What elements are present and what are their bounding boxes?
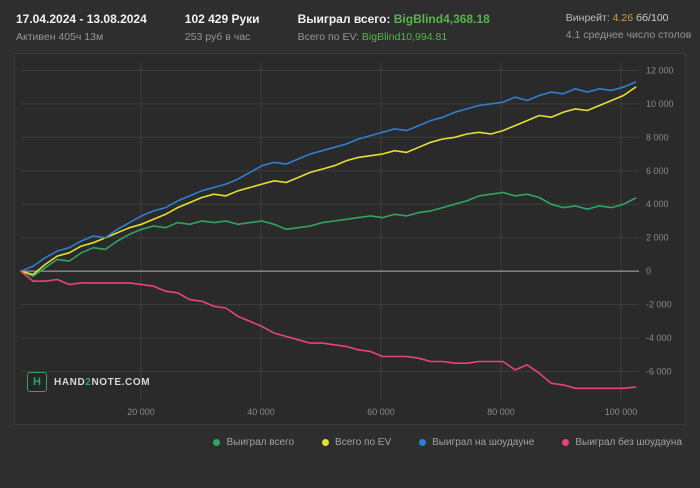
stat-group-winnings: Выиграл всего: BigBlind4,368.18 Всего по… [298,12,490,43]
legend-dot-icon [322,439,330,446]
winrate-value: 4.26 [612,12,634,24]
stat-group-hands: 102 429 Руки 253 руб в час [185,12,260,43]
legend-label: Выиграл без шоудауна [575,437,682,448]
series-line [20,86,637,276]
series-line [20,81,637,272]
y-axis-tick-label: 6 000 [646,166,669,176]
x-axis-tick-label: 80 000 [487,407,515,417]
hand2note-logo: H HAND2NOTE.COM [27,372,150,392]
legend-label: Выиграл на шоудауне [432,437,535,448]
logo-text-part1: HAND [54,376,86,388]
winrate-label: Винрейт: [565,12,610,24]
legend-dot-icon [213,439,221,446]
x-axis-tick-label: 20 000 [127,407,155,417]
y-axis-tick-label: 0 [646,266,651,276]
hand2note-logo-text: HAND2NOTE.COM [54,377,150,388]
legend-label: Выиграл всего [226,437,295,448]
equity-chart: 20 000 40 000 60 000 80 000 100 000 12 000 10 … [20,62,674,417]
x-axis-tick-label: 40 000 [247,407,275,417]
y-axis-tick-label: 8 000 [646,132,669,142]
won-total-label: Выиграл всего: [297,12,391,26]
stats-header: 17.04.2024 - 13.08.2024 Активен 405ч 13м… [0,0,700,47]
legend-item[interactable]: Выиграл всего [213,437,294,448]
ev-label: Всего по EV: [297,31,359,43]
legend-item[interactable]: Выиграл на шоудауне [419,437,534,448]
hands-count: 102 429 Руки [184,12,260,26]
y-axis-tick-label: 2 000 [646,233,669,243]
logo-text-part2: 2 [85,376,92,388]
legend-dot-icon [419,439,427,446]
series-line [20,270,637,390]
won-total: Выиграл всего: BigBlind4,368.18 [298,12,490,26]
logo-text-part3: NOTE.COM [91,376,151,388]
series-line [20,191,637,277]
winrate-line: Винрейт: 4.26 бб/100 [566,12,692,24]
date-range: 17.04.2024 - 13.08.2024 [16,12,147,26]
y-axis-tick-label: -4 000 [646,333,672,343]
y-axis-tick-label: 4 000 [646,199,669,209]
ev-total: Всего по EV: BigBlind10,994.81 [298,31,490,43]
stat-group-winrate: Винрейт: 4.26 бб/100 4.1 среднее число с… [566,12,692,41]
x-axis-tick-label: 100 000 [605,407,638,417]
x-axis-tick-label: 60 000 [367,407,395,417]
legend-item[interactable]: Всего по EV [322,437,391,448]
rub-per-hour: 253 руб в час [184,31,251,43]
chart-panel: 20 000 40 000 60 000 80 000 100 000 12 000 10 … [14,53,686,425]
y-axis-tick-label: -6 000 [646,367,672,377]
legend-dot-icon [562,439,570,446]
hand2note-logo-icon: H [27,372,47,392]
stat-group-dates: 17.04.2024 - 13.08.2024 Активен 405ч 13м [16,12,147,43]
avg-tables: 4.1 среднее число столов [565,29,692,41]
legend-item[interactable]: Выиграл без шоудауна [562,437,682,448]
y-axis-tick-label: -2 000 [646,300,672,310]
ev-value: BigBlind10,994.81 [361,31,448,43]
chart-legend: Выиграл всего Всего по EV Выиграл на шоуда… [0,425,700,448]
active-time: Активен 405ч 13м [16,31,104,43]
winrate-units: бб/100 [636,12,669,24]
won-total-value: BigBlind4,368.18 [393,12,490,26]
legend-label: Всего по EV [335,437,392,448]
y-axis-tick-label: 12 000 [646,65,674,75]
y-axis-tick-label: 10 000 [646,99,674,109]
